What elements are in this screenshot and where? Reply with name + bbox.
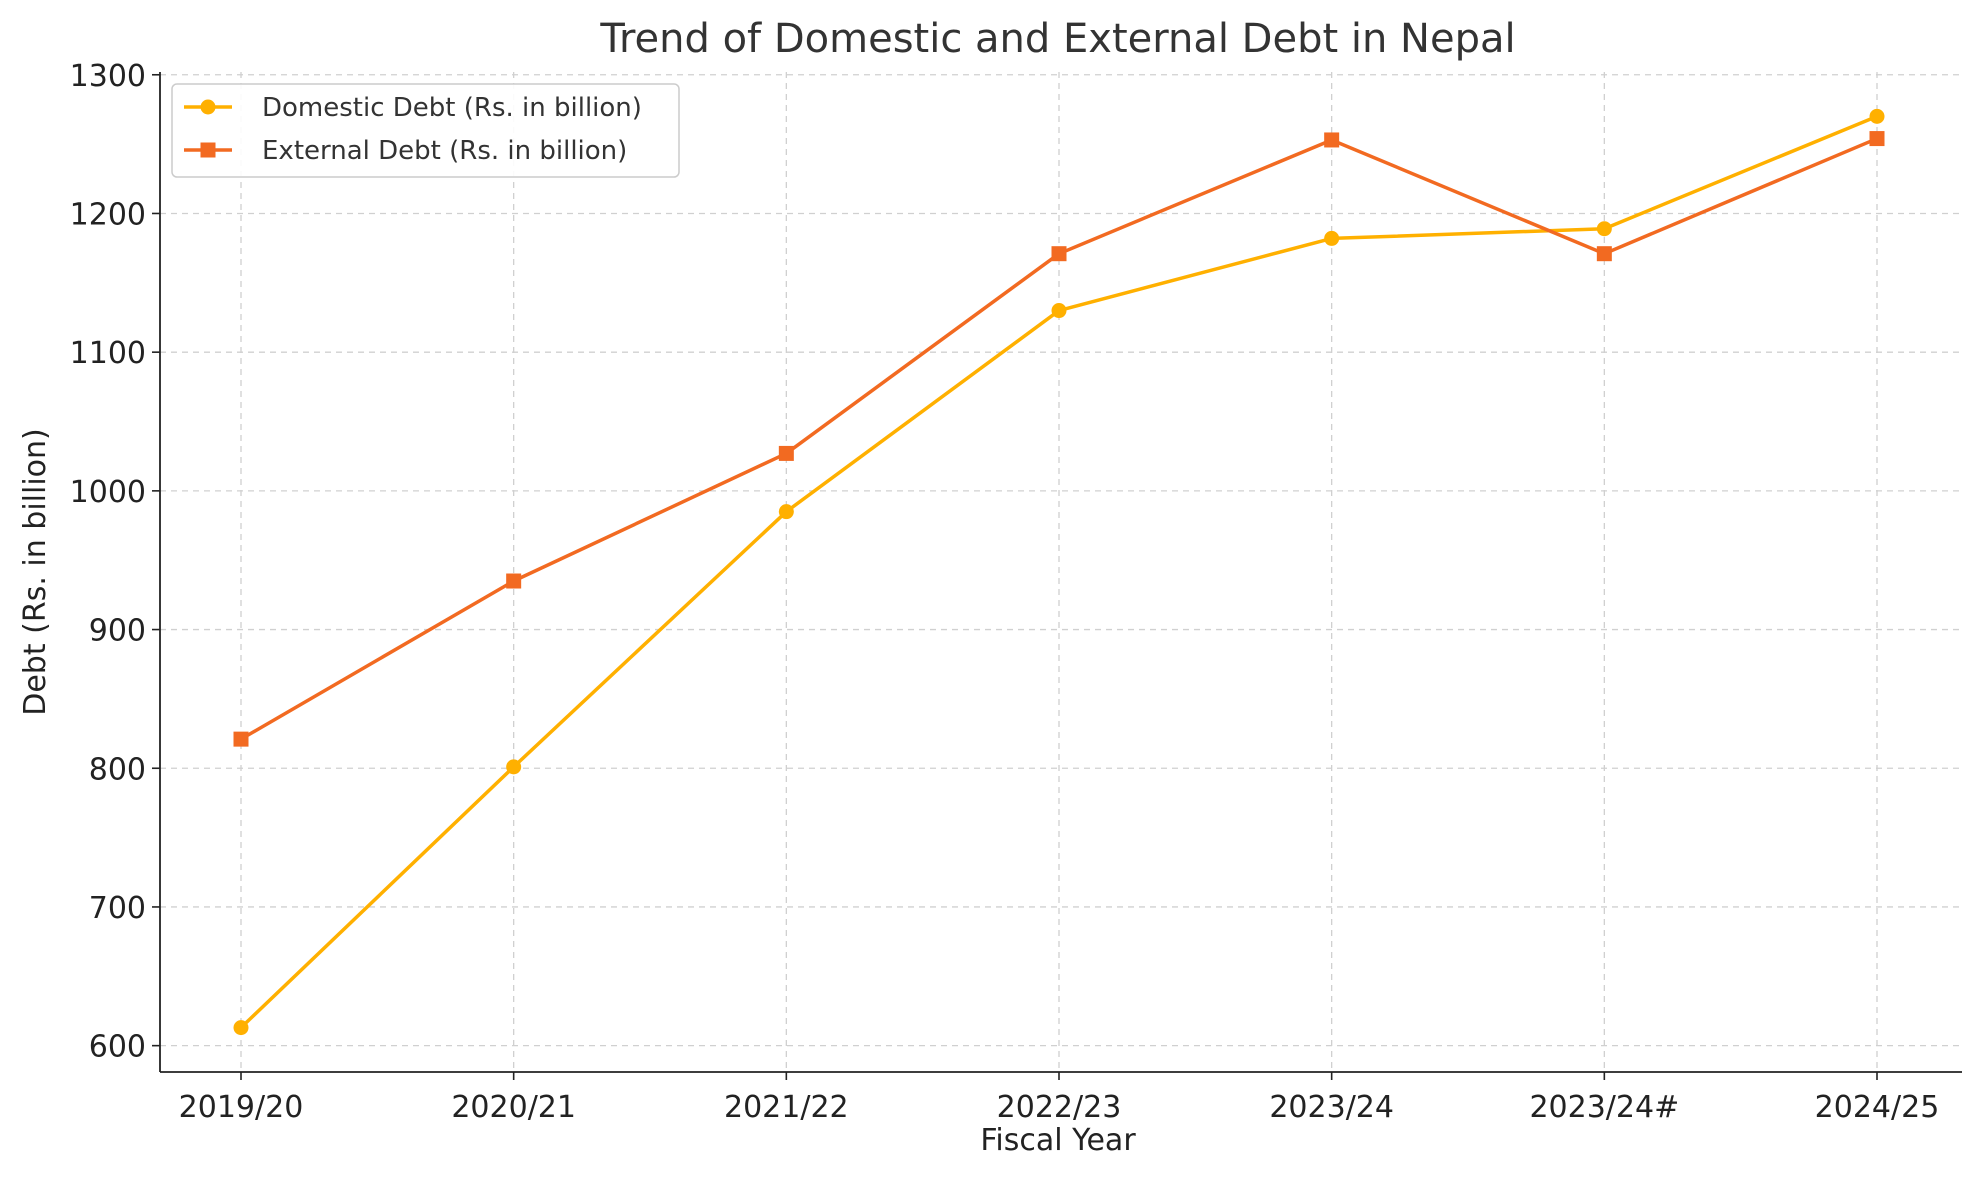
legend-label: External Debt (Rs. in billion) <box>262 136 627 166</box>
x-tick-label: 2023/24 <box>1269 1090 1394 1125</box>
x-tick-label: 2024/25 <box>1815 1090 1940 1125</box>
domestic-debt-point <box>1324 230 1340 246</box>
legend-item-domestic-debt: Domestic Debt (Rs. in billion) <box>184 93 642 123</box>
domestic-debt-point <box>506 759 522 775</box>
y-axis-label: Debt (Rs. in billion) <box>18 428 53 716</box>
x-tick-label: 2019/20 <box>179 1090 304 1125</box>
y-tick-label: 1200 <box>70 197 146 232</box>
domestic-debt-point <box>778 504 794 520</box>
external-debt-point <box>233 731 249 747</box>
y-tick-label: 1100 <box>70 336 146 371</box>
y-tick-label: 1000 <box>70 475 146 510</box>
y-tick-label: 900 <box>89 614 146 649</box>
external-debt-point <box>1324 132 1340 148</box>
axes-layer: 2019/20 2020/21 2021/22 2022/23 2023/24 2023/… <box>70 59 1962 1125</box>
grid-layer <box>160 72 1962 1072</box>
external-debt-series <box>233 131 1885 747</box>
domestic-debt-point <box>1596 221 1612 237</box>
legend-box <box>171 83 680 178</box>
external-debt-point <box>778 445 794 461</box>
legend-label: Domestic Debt (Rs. in billion) <box>262 93 642 123</box>
x-tick-label: 2020/21 <box>451 1090 576 1125</box>
y-tick-label: 700 <box>89 891 146 926</box>
domestic-debt-point <box>1869 108 1885 124</box>
x-tick-label: 2021/22 <box>724 1090 849 1125</box>
domestic-debt-point <box>233 1020 249 1036</box>
legend-marker-square <box>200 142 216 158</box>
external-debt-point <box>506 573 522 589</box>
y-tick-label: 1300 <box>70 59 146 94</box>
domestic-debt-series <box>233 108 1885 1036</box>
y-tick-label: 600 <box>89 1030 146 1065</box>
series-layer <box>233 108 1885 1036</box>
x-axis-label: Fiscal Year <box>980 1123 1136 1158</box>
legend-marker-circle <box>200 99 216 115</box>
legend: Domestic Debt (Rs. in billion) External D… <box>171 83 680 178</box>
chart-title: Trend of Domestic and External Debt in N… <box>599 16 1515 62</box>
y-tick-label: 800 <box>89 752 146 787</box>
x-tick-label: 2023/24# <box>1529 1090 1679 1125</box>
external-debt-point <box>1596 246 1612 262</box>
legend-item-external-debt: External Debt (Rs. in billion) <box>184 136 627 166</box>
external-debt-point <box>1051 246 1067 262</box>
x-tick-label: 2022/23 <box>997 1090 1122 1125</box>
domestic-debt-point <box>1051 303 1067 319</box>
external-debt-point <box>1869 131 1885 147</box>
